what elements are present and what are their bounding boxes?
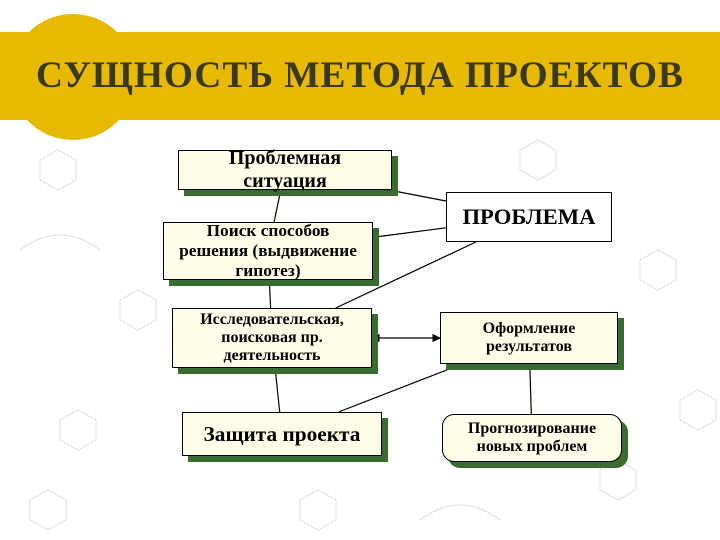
- node-label: Исследовательская, поисковая пр. деятель…: [183, 311, 361, 365]
- diagram-stage: СУЩНОСТЬ МЕТОДА ПРОЕКТОВ Проблемная ситу…: [0, 0, 720, 540]
- node-n3: Исследовательская, поисковая пр. деятель…: [172, 308, 372, 368]
- node-n6: Оформление результатов: [440, 312, 618, 364]
- node-label: Проблемная ситуация: [189, 147, 381, 193]
- node-label: Оформление результатов: [451, 320, 607, 356]
- edge: [275, 368, 280, 412]
- edge: [530, 364, 532, 414]
- page-title: СУЩНОСТЬ МЕТОДА ПРОЕКТОВ: [36, 55, 684, 96]
- title-band: СУЩНОСТЬ МЕТОДА ПРОЕКТОВ: [0, 32, 720, 120]
- node-label: Защита проекта: [204, 422, 361, 447]
- node-n1: Проблемная ситуация: [178, 150, 392, 190]
- node-n7: Прогнозирование новых проблем: [442, 414, 622, 462]
- node-n5: ПРОБЛЕМА: [446, 192, 612, 242]
- node-n4: Защита проекта: [182, 412, 382, 456]
- node-label: Поиск способов решения (выдвижение гипот…: [174, 221, 362, 281]
- node-n2: Поиск способов решения (выдвижение гипот…: [163, 222, 373, 280]
- node-label: Прогнозирование новых проблем: [453, 420, 611, 456]
- edge: [373, 228, 446, 238]
- node-label: ПРОБЛЕМА: [462, 204, 595, 230]
